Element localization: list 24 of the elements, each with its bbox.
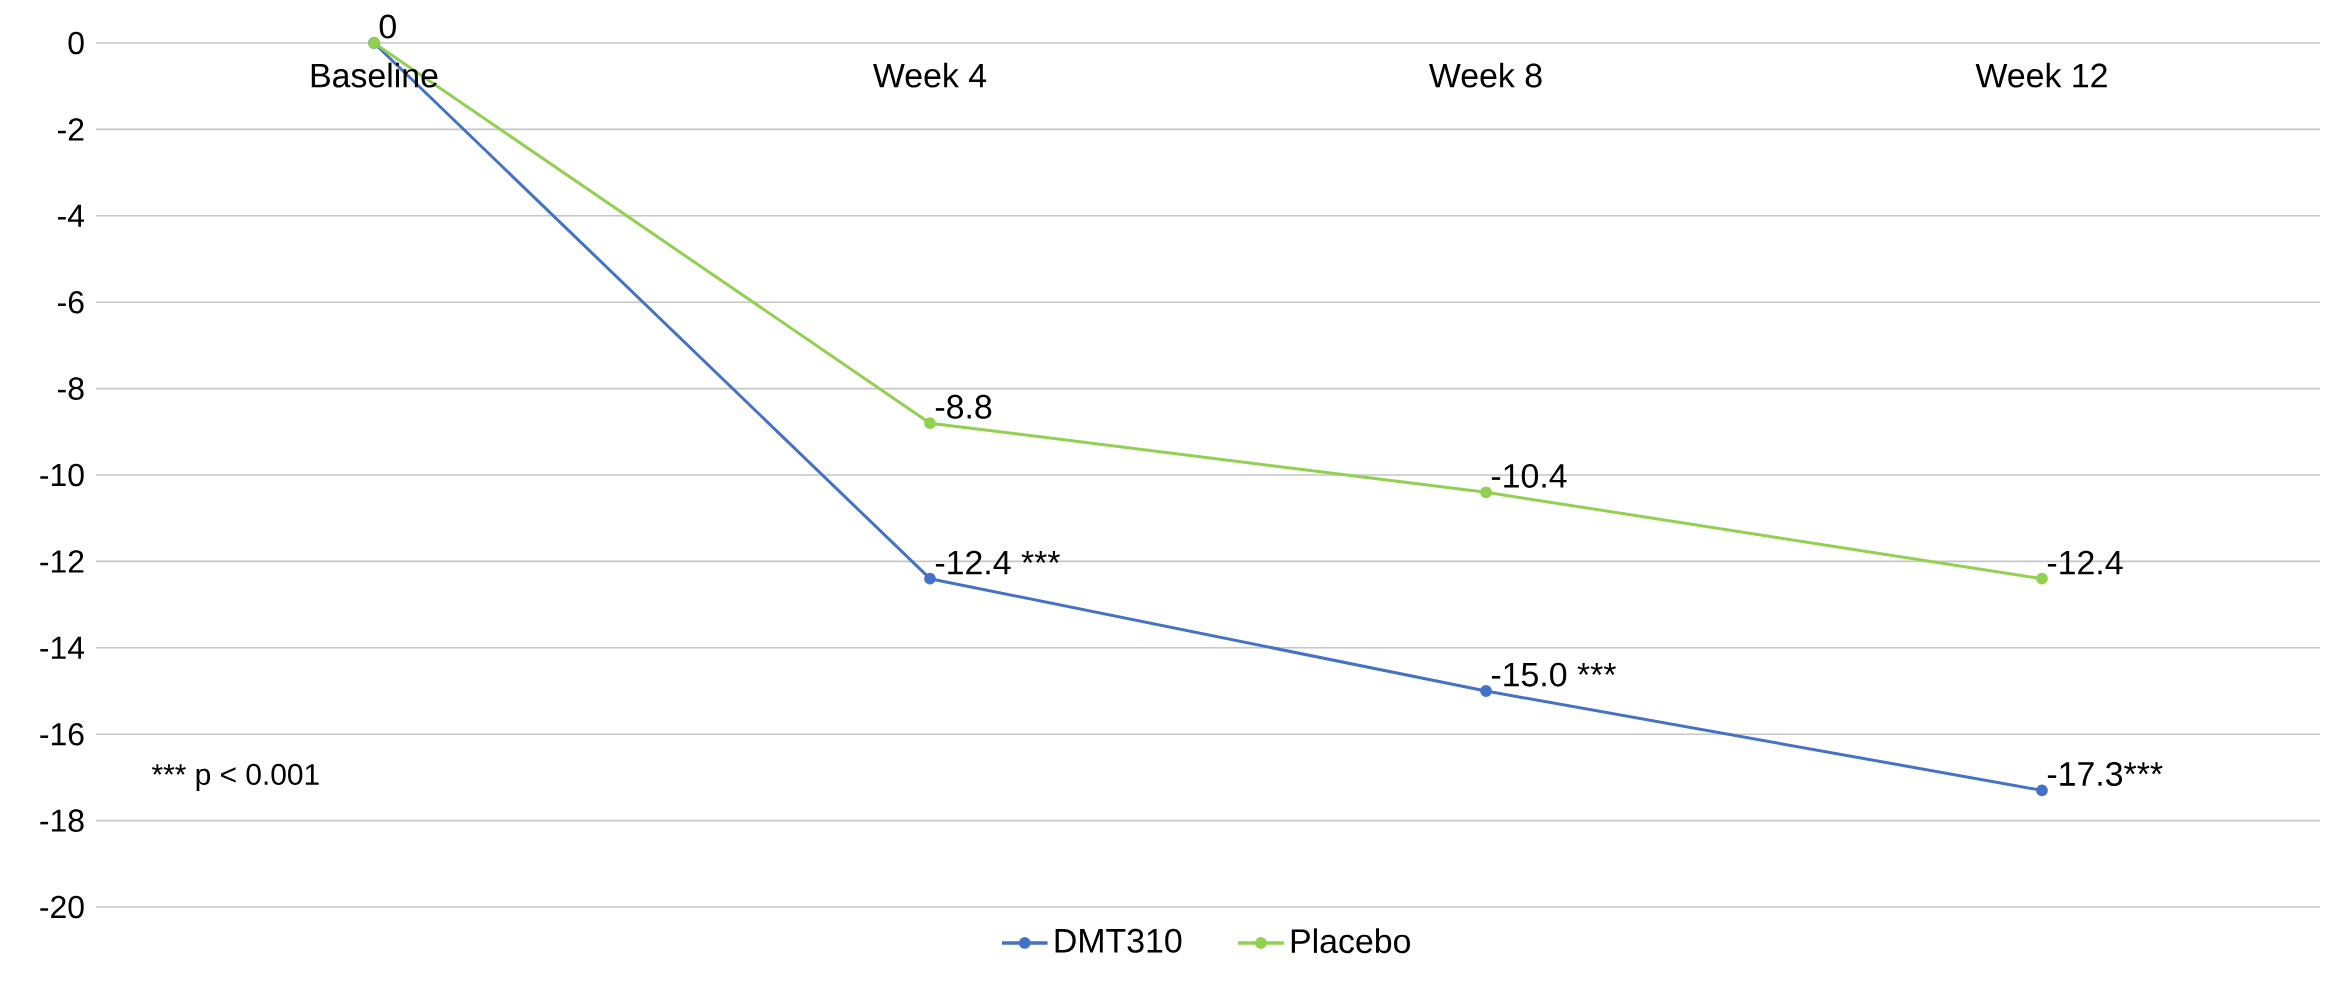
x-tick-label: Week 4 [873,62,987,88]
data-label: 0 [379,14,396,39]
y-tick-label: -8 [58,377,84,400]
x-tick-label: Week 12 [1975,62,2107,88]
y-tick-label: -4 [58,204,85,227]
legend-label: DMT310 [1055,928,1182,953]
y-tick-label: -12 [40,550,84,573]
y-tick-label: -18 [40,809,84,832]
data-label: -12.4 [2047,550,2123,575]
x-tick-label: Week 8 [1429,62,1542,88]
y-tick-label: -14 [40,636,85,659]
legend-label: Placebo [1291,928,1411,954]
y-tick-label: -16 [40,722,84,746]
annotation: *** p < 0.001 [151,763,319,791]
data-label: -12.4 *** [935,550,1060,575]
y-tick-label: -6 [58,290,84,314]
y-tick-label: -2 [58,118,84,141]
y-tick-label: -10 [40,463,84,487]
data-label: -15.0 *** [1491,662,1616,687]
data-label: -10.4 [1491,463,1567,488]
data-label: -17.3*** [2047,761,2163,786]
data-label: -8.8 [935,394,992,419]
y-tick-label: -20 [40,895,84,919]
y-tick-label: 0 [68,31,84,55]
